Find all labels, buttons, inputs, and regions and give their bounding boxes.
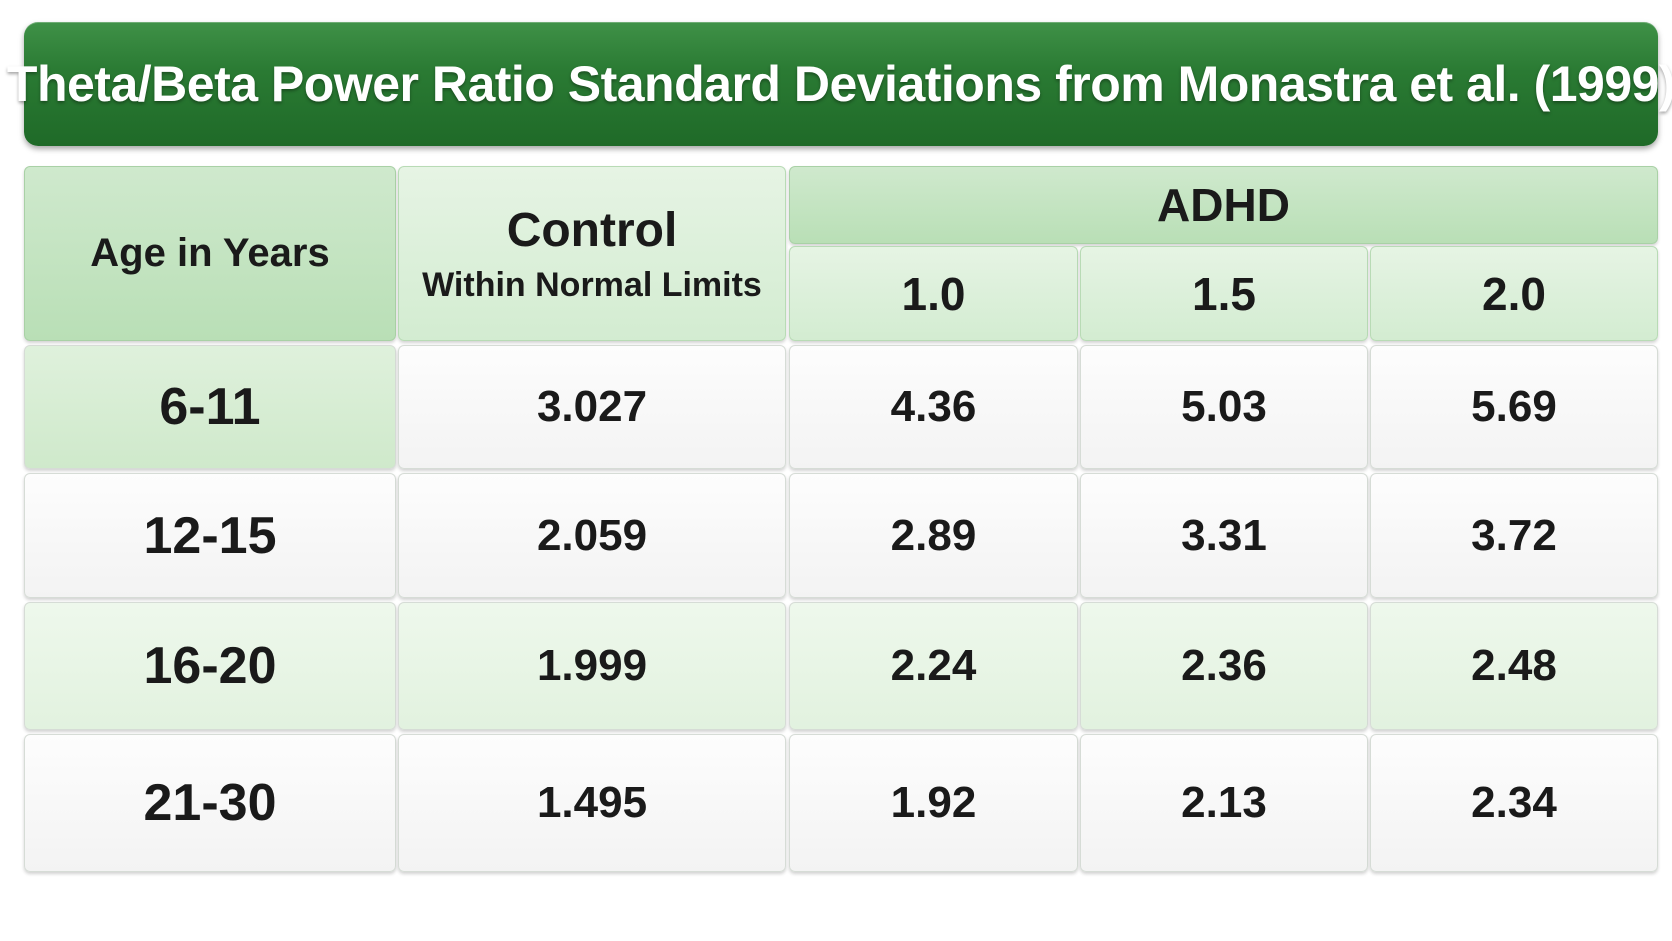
adhd-value: 2.36 [1181,641,1267,690]
adhd-value: 3.31 [1181,510,1267,560]
adhd-value: 4.36 [890,382,977,431]
age-value: 6-11 [159,378,261,436]
table-cell: 2.24 [789,602,1078,730]
table-cell: 1.92 [789,734,1078,872]
table-cell: 2.34 [1370,734,1658,872]
title-banner: Theta/Beta Power Ratio Standard Deviatio… [7,22,1672,146]
table-cell: 2.36 [1080,602,1368,730]
control-value: 3.027 [536,382,648,431]
table-row-age: 6-11 [24,345,396,469]
table-cell: 2.059 [398,473,786,598]
table-cell: 3.31 [1080,473,1368,598]
header-adhd-label: ADHD [1157,179,1290,231]
header-adhd: ADHD [789,166,1658,244]
header-level-label: 2.0 [1482,267,1546,320]
adhd-value: 3.72 [1471,510,1557,560]
adhd-value: 2.13 [1181,778,1267,827]
header-level-label: 1.0 [901,267,966,320]
adhd-value: 5.03 [1181,382,1267,431]
control-value: 1.495 [536,778,648,827]
header-adhd-level: 1.0 [789,246,1078,341]
adhd-value: 1.92 [890,778,977,827]
header-adhd-level: 1.5 [1080,246,1368,341]
adhd-value: 2.24 [890,641,977,690]
table-cell: 1.495 [398,734,786,872]
header-control: Control Within Normal Limits [398,166,786,341]
adhd-value: 2.89 [890,510,977,560]
age-value: 21-30 [143,774,277,832]
table-row-age: 16-20 [24,602,396,730]
table-cell: 3.027 [398,345,786,469]
header-age: Age in Years [24,166,396,341]
table-row-age: 12-15 [24,473,396,598]
table-cell: 5.03 [1080,345,1368,469]
table-cell: 2.13 [1080,734,1368,872]
age-value: 16-20 [143,637,277,695]
header-control-label: Control [506,203,678,257]
table-cell: 2.89 [789,473,1078,598]
adhd-value: 5.69 [1471,382,1557,431]
table-row-age: 21-30 [24,734,396,872]
header-age-label: Age in Years [90,231,330,275]
header-control-sublabel: Within Normal Limits [422,265,762,304]
table-cell: 3.72 [1370,473,1658,598]
table-cell: 4.36 [789,345,1078,469]
header-adhd-level: 2.0 [1370,246,1658,341]
table-cell: 1.999 [398,602,786,730]
adhd-value: 2.48 [1471,641,1557,690]
control-value: 1.999 [536,641,648,690]
table-cell: 5.69 [1370,345,1658,469]
header-level-label: 1.5 [1192,267,1256,320]
adhd-value: 2.34 [1471,778,1557,827]
age-value: 12-15 [143,506,277,565]
page-title: Theta/Beta Power Ratio Standard Deviatio… [6,56,1672,112]
control-value: 2.059 [536,510,648,560]
table-cell: 2.48 [1370,602,1658,730]
